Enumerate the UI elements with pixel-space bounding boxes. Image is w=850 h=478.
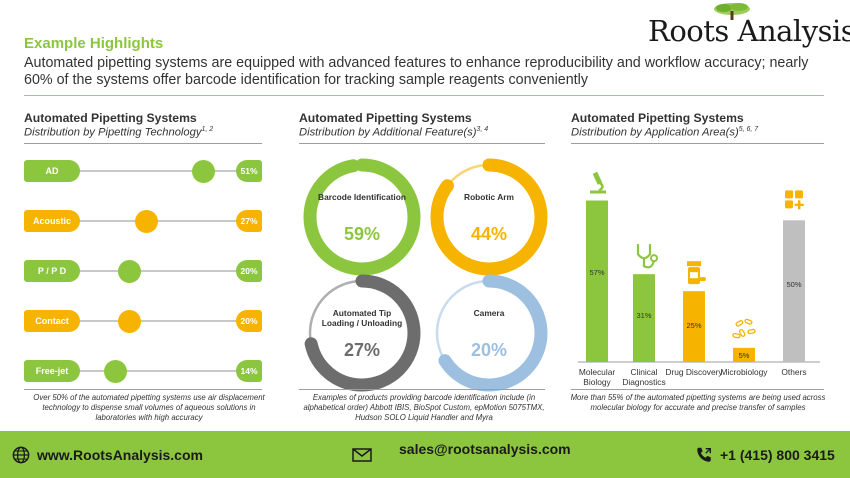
- microscope-icon: [590, 171, 606, 194]
- application-value-label: 57%: [589, 268, 605, 278]
- feature-donut-ring: [430, 274, 548, 392]
- application-bar: [783, 220, 805, 362]
- email-link[interactable]: sales@rootsanalysis.com: [352, 431, 571, 478]
- technology-value-label: 20%: [236, 310, 262, 332]
- technology-row: Acoustic 27%: [24, 208, 262, 234]
- feature-donut: Camera 20%: [428, 272, 550, 394]
- header-divider: [24, 95, 824, 96]
- application-value-label: 31%: [636, 311, 652, 321]
- envelope-icon: [352, 447, 372, 462]
- technology-category-label: AD: [24, 160, 80, 182]
- website-text: www.RootsAnalysis.com: [37, 446, 203, 463]
- technology-footnote: Over 50% of the automated pipetting syst…: [33, 393, 265, 422]
- technology-value-label: 20%: [236, 260, 262, 282]
- technology-row: AD 51%: [24, 158, 262, 184]
- technology-category-label: Free-jet: [24, 360, 80, 382]
- technology-track: [70, 320, 248, 322]
- tree-icon: [714, 3, 750, 20]
- application-value-label: 5%: [738, 350, 750, 360]
- footer-bar: www.RootsAnalysis.com sales@rootsanalysi…: [0, 431, 850, 478]
- application-bar: [683, 291, 705, 362]
- features-footnote-divider: [299, 389, 545, 390]
- technology-value-label: 51%: [236, 160, 262, 182]
- stethoscope-icon: [636, 244, 658, 269]
- technology-value-marker: [103, 360, 127, 383]
- feature-donut: Barcode Identification 59%: [301, 156, 423, 278]
- application-footnote: More than 55% of the automated pipetting…: [570, 393, 826, 412]
- technology-panel-title: Automated Pipetting Systems: [24, 111, 197, 125]
- technology-footnote-divider: [24, 389, 262, 390]
- feature-donut: Automated Tip Loading / Unloading 27%: [301, 272, 423, 394]
- features-panel-subtitle: Distribution by Additional Feature(s)3, …: [299, 126, 489, 139]
- website-link[interactable]: www.RootsAnalysis.com: [12, 431, 203, 478]
- technology-value-marker: [134, 210, 158, 233]
- application-bar: [733, 347, 755, 362]
- technology-track: [70, 170, 248, 172]
- technology-value-label: 27%: [236, 210, 262, 232]
- application-category-label: Molecular Biology: [578, 367, 616, 387]
- technology-row: Contact 20%: [24, 308, 262, 334]
- technology-value-marker: [118, 310, 142, 333]
- application-value-label: 50%: [786, 279, 802, 289]
- feature-donut-value: 27%: [343, 340, 381, 360]
- feature-donut: Robotic Arm 44%: [428, 156, 550, 278]
- feature-donut-value: 20%: [470, 340, 508, 360]
- feature-donut-label: Camera: [473, 308, 505, 318]
- globe-icon: [12, 446, 30, 463]
- technology-panel-subtitle: Distribution by Pipetting Technology1, 2: [24, 126, 214, 139]
- application-category-label: Clinical Diagnostics: [622, 367, 666, 387]
- technology-value-marker: [192, 160, 216, 183]
- feature-donut-arc: [303, 274, 421, 392]
- headline: Automated pipetting systems are equipped…: [24, 55, 809, 88]
- technology-value-marker: [118, 260, 142, 283]
- application-chart: [578, 171, 820, 363]
- bacteria-icon: [732, 318, 756, 339]
- technology-track: [70, 270, 248, 272]
- application-category-label: Others: [781, 367, 807, 377]
- phone-link[interactable]: +1 (415) 800 3415: [695, 431, 835, 478]
- application-panel-subtitle: Distribution by Application Area(s)5, 6,…: [571, 126, 759, 139]
- technology-category-label: P / P D: [24, 260, 80, 282]
- feature-donut-label: Barcode Identification: [318, 192, 406, 202]
- feature-donut-ring: [303, 274, 421, 392]
- features-panel-divider: [299, 143, 545, 144]
- application-category-label: Drug Discovery: [665, 367, 723, 377]
- features-footnote: Examples of products providing barcode i…: [303, 393, 545, 422]
- logo-text: Roots Analysis: [648, 14, 850, 48]
- technology-category-label: Acoustic: [24, 210, 80, 232]
- grid-plus-icon: [785, 190, 804, 210]
- feature-donut-ring: [430, 158, 548, 276]
- email-text: sales@rootsanalysis.com: [399, 440, 571, 457]
- example-highlights-title: Example Highlights: [24, 35, 164, 52]
- feature-donut-arc: [430, 274, 548, 392]
- technology-value-label: 14%: [236, 360, 262, 382]
- technology-track: [70, 220, 248, 222]
- application-bar: [586, 200, 608, 362]
- feature-donut-label: Robotic Arm: [464, 192, 514, 202]
- feature-donut-value: 59%: [343, 224, 381, 244]
- phone-text: +1 (415) 800 3415: [720, 446, 835, 463]
- pill-bottle-icon: [687, 261, 706, 285]
- feature-donut-arc: [430, 158, 548, 276]
- feature-donut-value: 44%: [470, 224, 508, 244]
- application-bar: [633, 274, 655, 362]
- technology-category-label: Contact: [24, 310, 80, 332]
- features-panel-title: Automated Pipetting Systems: [299, 111, 472, 125]
- phone-icon: [697, 447, 711, 462]
- technology-track: [70, 370, 248, 372]
- application-value-label: 25%: [686, 320, 702, 330]
- roots-analysis-logo: Roots Analysis: [640, 2, 850, 50]
- application-category-label: Microbiology: [720, 367, 768, 377]
- feature-donut-label: Automated Tip Loading / Unloading: [321, 308, 403, 328]
- feature-donut-ring: [303, 158, 421, 276]
- application-panel-divider: [571, 143, 824, 144]
- technology-panel-divider: [24, 143, 262, 144]
- application-panel-title: Automated Pipetting Systems: [571, 111, 744, 125]
- technology-row: Free-jet 14%: [24, 358, 262, 384]
- feature-donut-arc: [303, 158, 421, 276]
- application-footnote-divider: [571, 389, 824, 390]
- technology-row: P / P D 20%: [24, 258, 262, 284]
